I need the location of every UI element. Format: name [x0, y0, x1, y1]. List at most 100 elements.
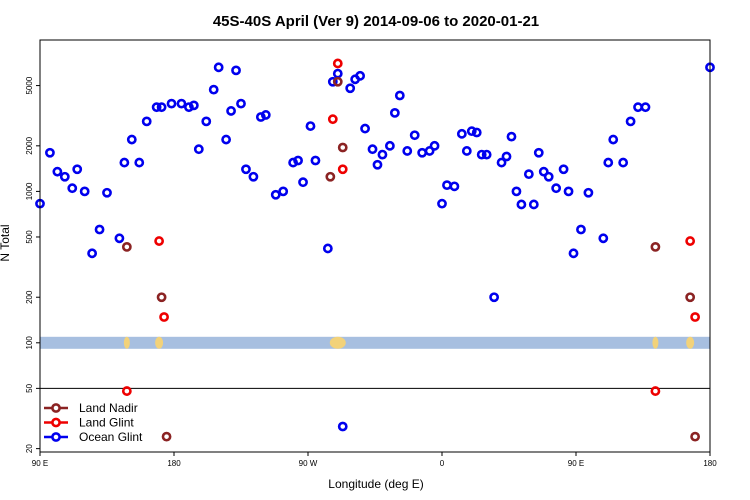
ocean-glint-point: [501, 151, 512, 162]
ocean-glint-point: [226, 106, 236, 116]
ocean-glint-point: [633, 102, 643, 113]
ocean-glint-point: [618, 157, 629, 168]
x-tick-label: 180: [703, 459, 717, 468]
ocean-glint-point: [298, 177, 308, 188]
ocean-glint-point: [126, 134, 137, 145]
ocean-glint-point: [543, 171, 554, 182]
ocean-glint-point: [476, 149, 487, 160]
ocean-glint-point: [188, 100, 199, 111]
land-nadir-point: [337, 142, 348, 153]
legend-label-land-glint: Land Glint: [79, 416, 134, 430]
ocean-glint-point: [332, 68, 343, 79]
land-glint-point: [121, 386, 132, 396]
ocean-glint-point: [471, 127, 482, 138]
land-glint-point: [332, 58, 343, 69]
legend-label-land-nadir: Land Nadir: [79, 401, 138, 415]
ocean-glint-point: [461, 146, 472, 156]
ocean-glint-point: [466, 126, 477, 137]
ocean-glint-point: [87, 248, 98, 259]
ocean-glint-point: [52, 166, 63, 177]
ocean-glint-point: [384, 140, 395, 151]
ocean-glint-point: [183, 102, 194, 113]
land-glint-point: [159, 312, 169, 322]
band-highlight: [329, 336, 346, 349]
band-highlight: [123, 336, 130, 349]
ocean-glint-point: [402, 146, 413, 156]
ocean-glint-point: [456, 128, 467, 139]
ocean-glint-point: [563, 186, 574, 197]
ocean-glint-point: [360, 123, 370, 134]
land-nadir-point: [161, 431, 172, 442]
band-layer: [40, 336, 710, 349]
y-tick-label: 5000: [25, 76, 34, 94]
ocean-glint-point: [141, 116, 152, 127]
ocean-glint-point: [45, 147, 55, 158]
y-tick-label: 2000: [25, 136, 34, 154]
ocean-glint-point: [156, 102, 167, 113]
x-tick-label: 90 W: [299, 459, 318, 468]
ocean-glint-point: [176, 98, 187, 109]
ocean-glint-point: [558, 164, 569, 175]
ocean-glint-point: [59, 171, 70, 182]
y-tick-label: 50: [25, 383, 34, 392]
ocean-glint-point: [278, 186, 289, 197]
ocean-glint-point: [394, 90, 405, 101]
ocean-glint-point: [231, 65, 241, 76]
ocean-glint-point: [598, 233, 609, 244]
ocean-glint-point: [372, 159, 383, 170]
land-nadir-point: [156, 292, 167, 303]
ocean-glint-point: [201, 116, 212, 127]
y-tick-label: 500: [25, 230, 34, 244]
ocean-glint-point: [603, 157, 614, 168]
ocean-glint-point: [241, 164, 251, 175]
land-nadir-point: [121, 241, 132, 252]
ocean-glint-point: [248, 171, 259, 182]
ocean-glint-point: [568, 248, 579, 259]
x-tick-label: 0: [440, 459, 445, 468]
land-glint-point: [327, 114, 338, 125]
ocean-glint-point: [437, 198, 447, 209]
land-nadir-point: [685, 292, 696, 303]
y-tick-label: 20: [25, 444, 34, 453]
ocean-glint-point: [221, 134, 232, 145]
ocean-glint-point: [208, 84, 219, 95]
land-glint-point: [337, 164, 348, 175]
ocean-glint-point: [94, 224, 105, 235]
ocean-glint-point: [528, 199, 539, 210]
ocean-glint-point: [551, 183, 562, 194]
land-glint-point: [685, 236, 696, 246]
ocean-glint-point: [310, 155, 321, 166]
land-nadir-point: [325, 171, 336, 182]
ocean-glint-point: [523, 169, 534, 180]
ocean-glint-point: [305, 121, 316, 131]
y-tick-label: 100: [25, 336, 34, 350]
ocean-glint-point: [429, 140, 440, 151]
ocean-glint-point: [166, 98, 177, 109]
band-highlight: [652, 336, 659, 349]
y-tick-label: 1000: [25, 182, 34, 200]
legend-marker-land-glint: [51, 417, 61, 428]
chart-title: 45S-40S April (Ver 9) 2014-09-06 to 2020…: [213, 13, 539, 30]
ocean-glint-point: [417, 147, 428, 158]
x-axis-label: Longitude (deg E): [328, 477, 423, 491]
legend-marker-land-nadir: [51, 403, 61, 413]
ocean-glint-point: [327, 76, 338, 87]
data-points: [35, 58, 715, 442]
ocean-glint-point: [481, 149, 492, 160]
land-nadir-point: [690, 431, 701, 442]
ocean-glint-point: [102, 187, 112, 198]
ocean-glint-point: [442, 180, 452, 191]
land-glint-point: [154, 236, 165, 246]
y-axis-label: N Total: [0, 224, 12, 261]
ocean-glint-point: [409, 130, 420, 141]
land-nadir-point: [332, 76, 343, 87]
ocean-glint-point: [72, 164, 83, 175]
ocean-glint-point: [134, 157, 145, 168]
ocean-glint-point: [496, 157, 507, 168]
ocean-glint-point: [236, 98, 246, 109]
ocean-glint-point: [489, 292, 500, 303]
land-nadir-point: [650, 241, 661, 252]
plot-frame: [39, 39, 711, 453]
